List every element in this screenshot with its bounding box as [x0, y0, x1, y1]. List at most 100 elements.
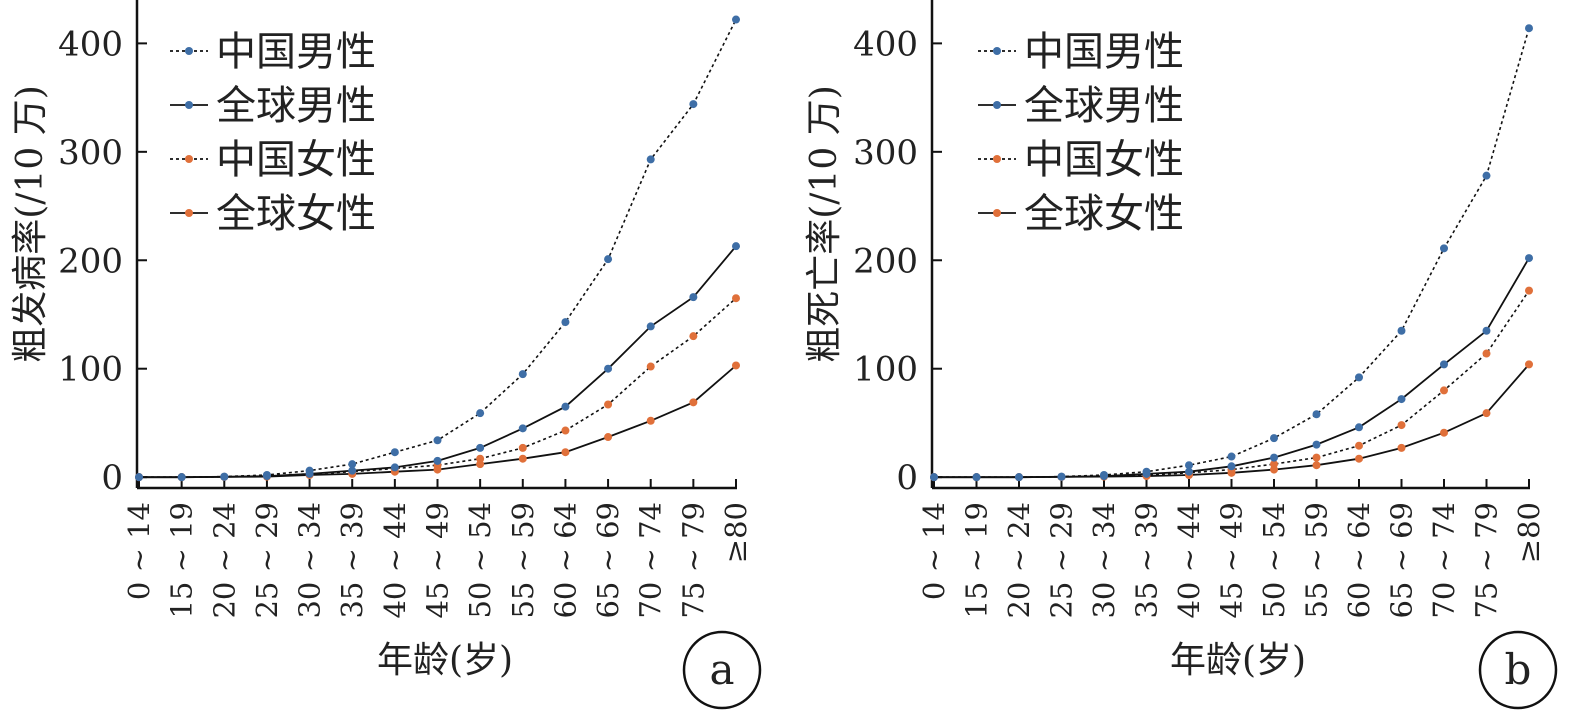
legend-label: 中国男性 [216, 29, 376, 75]
x-tick-label: 20 ~ 24 [1002, 502, 1036, 619]
data-point [689, 398, 698, 407]
data-point [1355, 454, 1363, 463]
data-point [476, 454, 485, 463]
data-point [1270, 460, 1278, 469]
panel-tag-circle [682, 630, 762, 710]
x-tick-label: 60 ~ 64 [1342, 502, 1376, 619]
data-point [1440, 386, 1448, 395]
legend-marker [185, 209, 193, 217]
data-point [732, 15, 740, 24]
data-point [1312, 453, 1321, 462]
x-tick-label: 45 ~ 49 [1215, 502, 1249, 619]
panel-tag-circle [1478, 630, 1558, 710]
data-point [1270, 434, 1278, 443]
data-point [1397, 326, 1406, 335]
data-point [1270, 453, 1278, 462]
legend-marker [993, 209, 1001, 217]
data-point [433, 456, 442, 465]
x-tick-label: 35 ~ 39 [1130, 502, 1164, 619]
data-point [1355, 441, 1363, 450]
data-point [1482, 171, 1491, 180]
data-point [1525, 360, 1533, 369]
data-point [1397, 421, 1406, 430]
legend-marker [993, 47, 1001, 55]
y-axis-title: 粗死亡率(/10 万) [804, 85, 845, 362]
legend-label: 全球女性 [216, 191, 376, 237]
data-point [1397, 443, 1406, 452]
data-point [1482, 409, 1491, 418]
data-point [1312, 410, 1321, 419]
data-point [1312, 461, 1321, 470]
data-point [262, 470, 271, 479]
y-tick-label: 200 [853, 241, 918, 281]
data-point [732, 361, 740, 370]
data-point [135, 473, 143, 482]
data-point [646, 322, 655, 331]
data-point [1482, 349, 1491, 358]
data-point [177, 473, 186, 482]
x-tick-label: 40 ~ 44 [378, 502, 412, 619]
series-line [934, 290, 1530, 479]
data-point [518, 370, 527, 379]
legend-label: 中国女性 [1024, 137, 1184, 183]
legend-label: 全球女性 [1024, 191, 1184, 237]
legend-marker [185, 155, 193, 163]
data-point [518, 424, 527, 433]
x-tick-label: 45 ~ 49 [421, 502, 455, 619]
data-point [732, 294, 740, 303]
x-tick-label: 55 ~ 59 [506, 502, 540, 619]
y-tick-label: 100 [58, 350, 123, 390]
legend-label: 中国男性 [1024, 29, 1184, 75]
data-point [1525, 254, 1533, 263]
data-point [1355, 423, 1363, 432]
data-point [561, 402, 570, 411]
y-tick-label: 400 [58, 24, 123, 64]
x-tick-label: ≥80 [1512, 502, 1546, 563]
chart-panel-a: 0 100 200 300 400 0 ~ 14 15 ~ 19 20 ~ 24 25 ~ 29… [10, 0, 762, 710]
x-tick-label: 0 ~ 14 [917, 502, 951, 600]
panel-tag-label: b [1505, 645, 1532, 694]
x-tick-label: ≥80 [719, 502, 753, 563]
data-point [561, 448, 570, 457]
data-point [1440, 428, 1448, 437]
x-tick-label: 30 ~ 34 [293, 502, 327, 619]
data-point [646, 416, 655, 425]
legend-label: 全球男性 [216, 83, 376, 129]
data-point [646, 362, 655, 371]
data-point [476, 443, 485, 452]
data-point [348, 466, 357, 475]
x-tick-label: 70 ~ 74 [1427, 502, 1461, 619]
data-point [1057, 472, 1066, 481]
data-point [604, 255, 613, 264]
data-point [1440, 244, 1448, 253]
x-tick-label: 15 ~ 19 [165, 502, 199, 619]
x-axis-title: 年龄(岁) [377, 640, 513, 681]
data-point [972, 473, 981, 482]
data-point [1100, 470, 1108, 479]
data-point [305, 466, 314, 475]
legend-label: 全球男性 [1024, 83, 1184, 129]
y-tick-label: 200 [58, 241, 123, 281]
data-point [604, 400, 613, 409]
data-point [220, 472, 229, 481]
x-tick-label: 75 ~ 79 [676, 502, 710, 619]
x-tick-label: 65 ~ 69 [1385, 502, 1419, 619]
data-point [1525, 286, 1533, 295]
data-point [1227, 452, 1236, 461]
x-tick-label: 20 ~ 24 [207, 502, 241, 619]
x-tick-label: 65 ~ 69 [591, 502, 625, 619]
chart-panel-b: 0 100 200 300 400 0 ~ 14 15 ~ 19 20 ~ 24 25 ~ 29… [804, 0, 1558, 710]
legend-marker [993, 155, 1001, 163]
x-axis-title: 年龄(岁) [1170, 640, 1306, 681]
data-point [1185, 461, 1193, 470]
panel-tag-label: a [709, 645, 734, 694]
legend-marker [185, 101, 193, 109]
data-point [1397, 395, 1406, 404]
data-point [433, 436, 442, 445]
data-point [348, 460, 357, 469]
x-tick-label: 50 ~ 54 [1257, 502, 1291, 619]
x-tick-label: 50 ~ 54 [463, 502, 497, 619]
y-tick-label: 400 [853, 24, 918, 64]
